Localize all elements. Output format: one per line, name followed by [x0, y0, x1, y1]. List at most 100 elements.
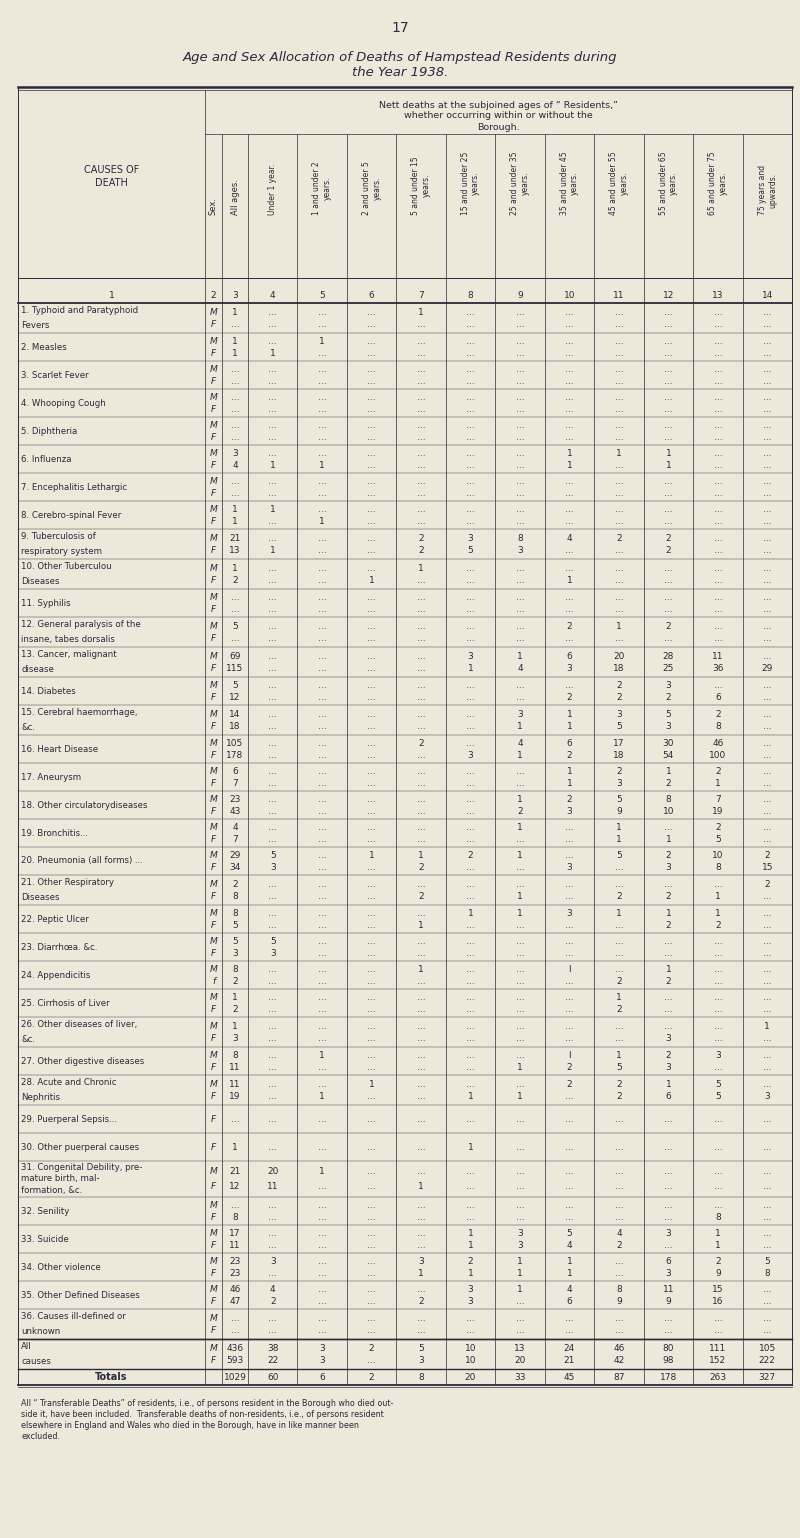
Text: ...: ...: [367, 392, 376, 401]
Text: 5: 5: [616, 795, 622, 804]
Text: 2: 2: [566, 751, 572, 760]
Text: ...: ...: [230, 320, 239, 329]
Text: ...: ...: [516, 504, 524, 514]
Text: ...: ...: [318, 851, 326, 860]
Text: ...: ...: [367, 964, 376, 974]
Text: ...: ...: [516, 377, 524, 386]
Text: F: F: [211, 1326, 216, 1335]
Text: 1: 1: [270, 546, 276, 555]
Text: ...: ...: [466, 461, 475, 469]
Text: ...: ...: [367, 461, 376, 469]
Text: 1: 1: [517, 652, 523, 661]
Text: ...: ...: [466, 1034, 475, 1043]
Text: 23. Diarrhœa. &c.: 23. Diarrhœa. &c.: [21, 943, 98, 952]
Text: ...: ...: [417, 404, 426, 414]
Text: ...: ...: [516, 1297, 524, 1306]
Text: F: F: [211, 1092, 216, 1101]
Text: l: l: [568, 1050, 570, 1060]
Text: ...: ...: [466, 994, 475, 1001]
Text: insane, tabes dorsalis: insane, tabes dorsalis: [21, 635, 115, 644]
Text: ...: ...: [269, 1143, 277, 1152]
Text: ...: ...: [516, 594, 524, 601]
Text: 8: 8: [232, 892, 238, 901]
Text: ...: ...: [466, 392, 475, 401]
Text: 2: 2: [616, 1080, 622, 1089]
Text: ...: ...: [417, 1212, 426, 1221]
Text: ...: ...: [318, 621, 326, 631]
Text: 1. Typhoid and Paratyphoid: 1. Typhoid and Paratyphoid: [21, 306, 138, 315]
Text: ...: ...: [269, 477, 277, 486]
Text: ...: ...: [318, 880, 326, 889]
Text: 21. Other Respiratory: 21. Other Respiratory: [21, 878, 114, 887]
Text: 35. Other Defined Diseases: 35. Other Defined Diseases: [21, 1290, 140, 1300]
Text: 33: 33: [514, 1372, 526, 1381]
Text: ...: ...: [516, 320, 524, 329]
Text: unknown: unknown: [21, 1327, 60, 1337]
Text: 1: 1: [319, 337, 325, 346]
Text: ...: ...: [763, 964, 771, 974]
Text: ...: ...: [664, 880, 673, 889]
Text: ...: ...: [417, 664, 426, 674]
Text: ...: ...: [367, 377, 376, 386]
Text: ...: ...: [516, 937, 524, 946]
Text: 8: 8: [517, 534, 523, 543]
Text: 327: 327: [758, 1372, 776, 1381]
Text: ...: ...: [664, 1241, 673, 1250]
Text: 25: 25: [662, 664, 674, 674]
Text: ...: ...: [318, 365, 326, 374]
Text: ...: ...: [664, 937, 673, 946]
Text: ...: ...: [367, 949, 376, 958]
Text: 10: 10: [662, 806, 674, 815]
Text: ...: ...: [318, 738, 326, 747]
Text: ...: ...: [417, 604, 426, 614]
Text: 13: 13: [230, 546, 241, 555]
Text: ...: ...: [269, 977, 277, 986]
Text: 55 and under 65
years.: 55 and under 65 years.: [658, 151, 678, 215]
Text: ...: ...: [763, 320, 771, 329]
Text: ...: ...: [417, 634, 426, 643]
Text: ...: ...: [417, 723, 426, 731]
Text: ...: ...: [318, 564, 326, 574]
Text: ...: ...: [269, 1326, 277, 1335]
Text: ...: ...: [565, 604, 574, 614]
Text: ...: ...: [367, 1201, 376, 1210]
Text: 6: 6: [369, 291, 374, 300]
Text: 3: 3: [517, 1229, 523, 1238]
Text: ...: ...: [763, 1241, 771, 1250]
Text: 45: 45: [564, 1372, 575, 1381]
Text: 9: 9: [616, 806, 622, 815]
Text: 1: 1: [666, 835, 671, 844]
Text: side it, have been included.  Transferable deaths of non-residents, i.e., of per: side it, have been included. Transferabl…: [21, 1410, 384, 1420]
Text: ...: ...: [269, 664, 277, 674]
Text: ...: ...: [318, 534, 326, 543]
Text: 15 and under 25
years.: 15 and under 25 years.: [461, 152, 480, 215]
Text: ...: ...: [269, 1080, 277, 1089]
Text: ...: ...: [318, 604, 326, 614]
Text: M: M: [210, 594, 218, 601]
Text: ...: ...: [763, 652, 771, 661]
Text: ...: ...: [763, 681, 771, 691]
Text: 1: 1: [715, 778, 721, 787]
Text: 593: 593: [226, 1357, 244, 1366]
Text: 6: 6: [666, 1257, 671, 1266]
Text: ...: ...: [367, 1326, 376, 1335]
Text: 2: 2: [666, 692, 671, 701]
Text: ...: ...: [417, 778, 426, 787]
Text: 222: 222: [759, 1357, 776, 1366]
Text: 1: 1: [616, 621, 622, 631]
Text: ...: ...: [269, 1229, 277, 1238]
Text: 28: 28: [662, 652, 674, 661]
Text: 10: 10: [564, 291, 575, 300]
Text: 14: 14: [762, 291, 773, 300]
Text: 16: 16: [712, 1297, 723, 1306]
Text: ...: ...: [565, 477, 574, 486]
Text: ...: ...: [318, 1229, 326, 1238]
Text: ...: ...: [367, 546, 376, 555]
Text: 1: 1: [715, 1241, 721, 1250]
Text: 3: 3: [270, 949, 276, 958]
Text: ...: ...: [417, 823, 426, 832]
Text: ...: ...: [565, 546, 574, 555]
Text: F: F: [211, 1357, 216, 1366]
Text: 105: 105: [758, 1344, 776, 1353]
Text: ...: ...: [614, 308, 623, 317]
